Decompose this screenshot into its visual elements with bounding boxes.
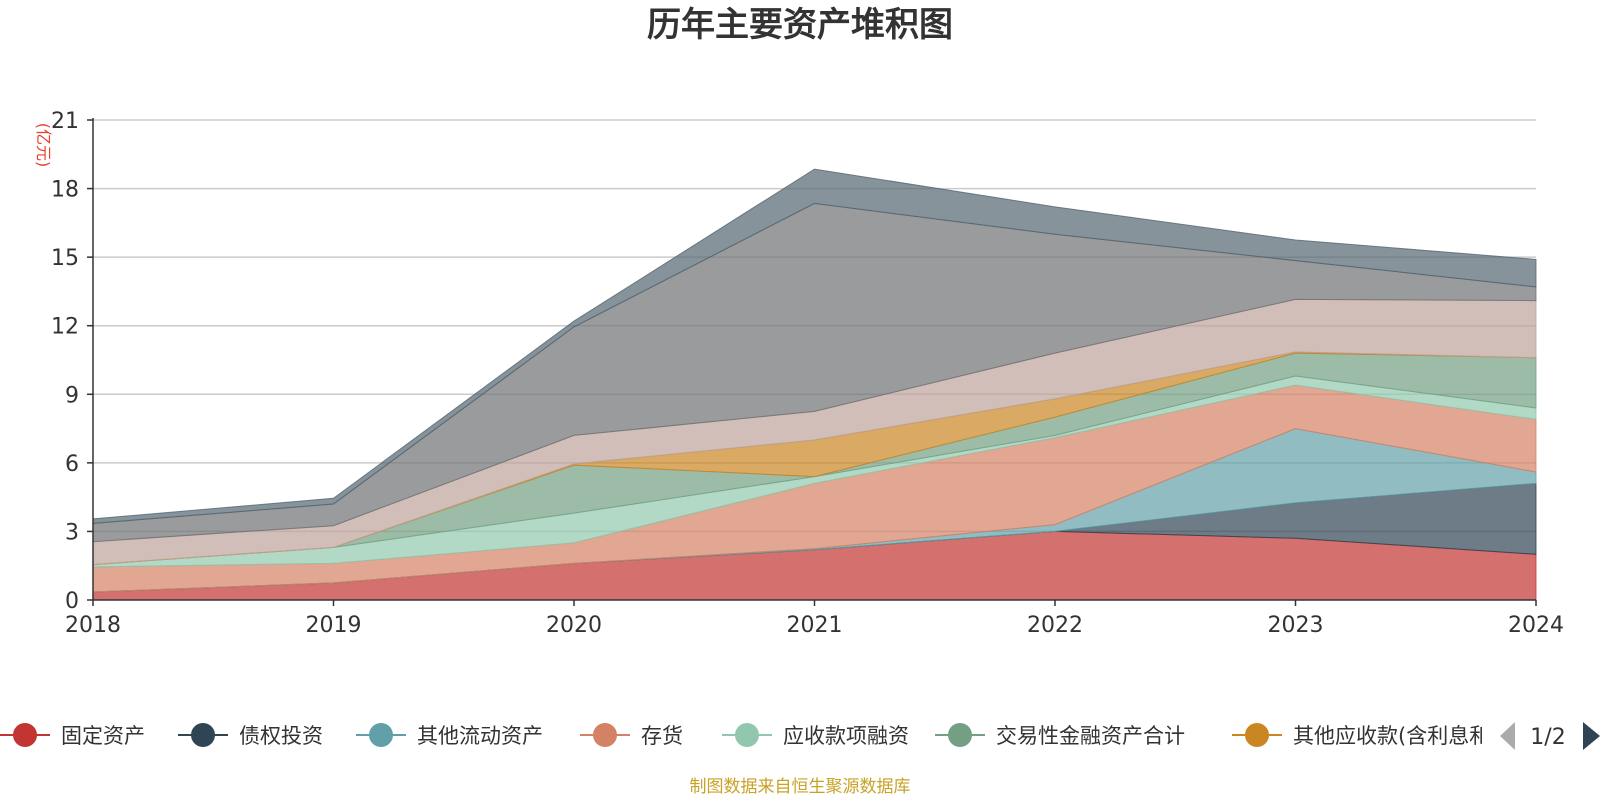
y-tick-label: 6 bbox=[65, 452, 79, 477]
legend-next-icon[interactable] bbox=[1583, 722, 1600, 750]
y-tick-label: 9 bbox=[65, 383, 79, 408]
legend-item[interactable]: 其他流动资产 bbox=[356, 723, 543, 748]
legend-marker bbox=[191, 723, 215, 747]
y-tick-label: 0 bbox=[65, 589, 79, 614]
data-source-note: 制图数据来自恒生聚源数据库 bbox=[690, 777, 911, 797]
y-axis-unit: (亿元) bbox=[34, 123, 53, 168]
legend-label: 其他流动资产 bbox=[417, 724, 543, 748]
legend-marker bbox=[593, 723, 617, 747]
legend-item[interactable]: 固定资产 bbox=[0, 723, 145, 748]
legend-marker bbox=[13, 723, 37, 747]
legend-label: 固定资产 bbox=[61, 724, 145, 748]
y-tick-label: 12 bbox=[51, 315, 79, 340]
legend-label: 交易性金融资产合计 bbox=[996, 724, 1185, 748]
legend-page-indicator: 1/2 bbox=[1530, 725, 1565, 750]
x-tick-label: 2020 bbox=[546, 613, 602, 638]
x-tick-label: 2023 bbox=[1268, 613, 1324, 638]
y-tick-label: 18 bbox=[51, 178, 79, 203]
legend-item[interactable]: 交易性金融资产合计 bbox=[935, 723, 1185, 748]
x-tick-label: 2019 bbox=[306, 613, 362, 638]
legend-label: 债权投资 bbox=[239, 724, 323, 748]
legend-pager: 1/2 bbox=[1500, 722, 1600, 750]
legend-marker bbox=[1245, 723, 1269, 747]
legend-label: 应收款项融资 bbox=[783, 724, 909, 748]
chart-title: 历年主要资产堆积图 bbox=[647, 5, 953, 45]
legend-marker bbox=[948, 723, 972, 747]
y-tick-label: 21 bbox=[51, 109, 79, 134]
legend-label: 存货 bbox=[641, 724, 683, 748]
legend-item[interactable]: 债权投资 bbox=[178, 723, 323, 748]
legend-prev-icon[interactable] bbox=[1500, 722, 1515, 750]
y-tick-label: 15 bbox=[51, 246, 79, 271]
x-tick-label: 2018 bbox=[65, 613, 121, 638]
series-areas bbox=[92, 168, 1537, 601]
legend-item[interactable]: 存货 bbox=[580, 723, 683, 748]
x-tick-label: 2021 bbox=[787, 613, 843, 638]
x-tick-label: 2022 bbox=[1027, 613, 1083, 638]
axes: 0 3 6 9 12 15 18 21 2018 2019 2020 2021 2022 2023 2024 bbox=[51, 109, 1564, 638]
legend-item[interactable]: 应收款项融资 bbox=[722, 723, 909, 748]
x-tick-label: 2024 bbox=[1508, 613, 1564, 638]
area-应收账款 bbox=[92, 168, 1537, 524]
legend-marker bbox=[369, 723, 393, 747]
legend: 固定资产 债权投资 其他流动资产 存货 应收款项融资 交易性金融资产合计 其他应收款(含利息… bbox=[0, 723, 1540, 748]
y-tick-label: 3 bbox=[65, 520, 79, 545]
legend-marker bbox=[735, 723, 759, 747]
legend-label: 其他应收款(含利息和股利) bbox=[1293, 724, 1540, 748]
legend-item[interactable]: 其他应收款(含利息和股利) bbox=[1232, 723, 1540, 748]
